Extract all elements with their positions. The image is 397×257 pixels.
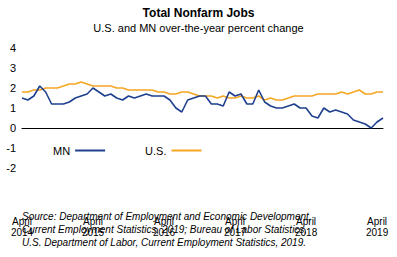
svg-text:Source: Department of Employme: Source: Department of Employment and Eco… xyxy=(22,211,312,222)
svg-text:3: 3 xyxy=(10,62,16,74)
svg-text:2: 2 xyxy=(10,82,16,94)
svg-text:April: April xyxy=(12,216,32,227)
svg-text:2014: 2014 xyxy=(11,227,34,238)
svg-text:U.S. Department of Labor, Curr: U.S. Department of Labor, Current Employ… xyxy=(22,237,306,248)
svg-text:2017: 2017 xyxy=(224,227,247,238)
svg-text:-1: -1 xyxy=(6,142,16,154)
svg-text:-2: -2 xyxy=(6,162,16,174)
svg-text:U.S. and MN over-the-year perc: U.S. and MN over-the-year percent change xyxy=(93,22,303,34)
svg-text:2015: 2015 xyxy=(82,227,105,238)
svg-text:0: 0 xyxy=(10,122,16,134)
svg-text:U.S.: U.S. xyxy=(145,145,166,157)
svg-text:MN: MN xyxy=(53,145,70,157)
svg-text:April: April xyxy=(367,216,387,227)
svg-text:2018: 2018 xyxy=(295,227,318,238)
svg-text:April: April xyxy=(296,216,316,227)
svg-text:1: 1 xyxy=(10,102,16,114)
svg-text:April: April xyxy=(225,216,245,227)
svg-text:4: 4 xyxy=(10,42,16,54)
svg-text:Total Nonfarm Jobs: Total Nonfarm Jobs xyxy=(143,6,255,20)
svg-text:April: April xyxy=(83,216,103,227)
svg-text:2016: 2016 xyxy=(153,227,176,238)
svg-text:Current Employment Statistics,: Current Employment Statistics, 2019; Bur… xyxy=(22,224,308,235)
svg-text:April: April xyxy=(154,216,174,227)
svg-text:2019: 2019 xyxy=(366,227,389,238)
